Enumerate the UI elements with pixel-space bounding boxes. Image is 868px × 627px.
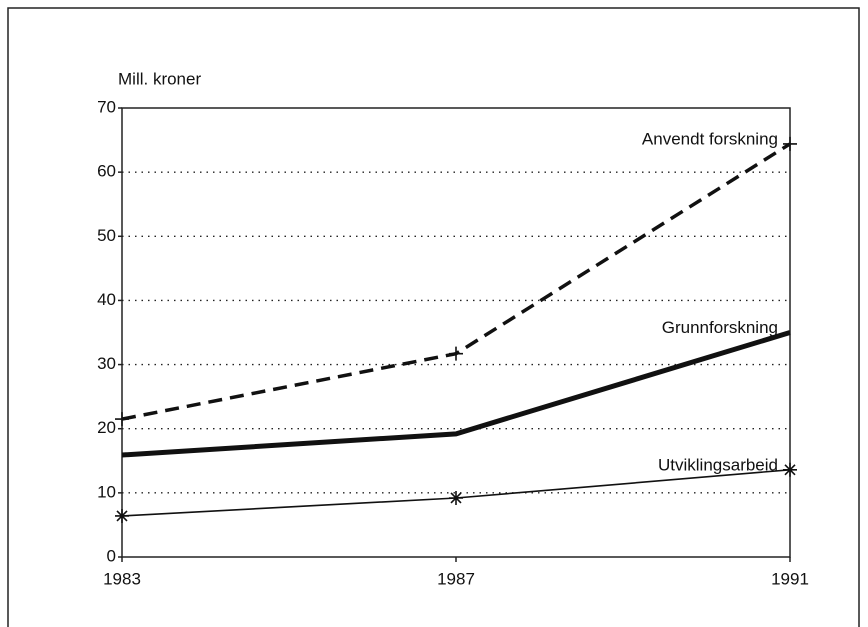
- point-marker: [449, 490, 463, 505]
- y-tick-label: 60: [97, 162, 116, 181]
- y-tick-label: 20: [97, 418, 116, 437]
- series-line: [121, 142, 791, 421]
- x-tick-label: 1987: [437, 569, 475, 588]
- y-tick-label: 10: [97, 482, 116, 501]
- y-tick-label: 0: [107, 546, 116, 565]
- y-tick-label: 30: [97, 354, 116, 373]
- series-label: Grunnforskning: [662, 318, 778, 337]
- series-label: Anvendt forskning: [642, 129, 778, 148]
- point-marker: [783, 462, 797, 477]
- outer-frame: [7, 7, 860, 627]
- series-label: Utviklingsarbeid: [658, 455, 778, 474]
- point-marker: [115, 412, 129, 427]
- x-tick-label: 1991: [771, 569, 809, 588]
- y-tick-label: 50: [97, 226, 116, 245]
- y-tick-label: 40: [97, 290, 116, 309]
- series-line: [121, 330, 791, 458]
- point-marker: [115, 508, 129, 523]
- y-axis-label: Mill. kroner: [118, 69, 201, 88]
- point-marker: [783, 136, 797, 151]
- y-tick-label: 70: [97, 97, 116, 116]
- x-tick-label: 1983: [103, 569, 141, 588]
- point-marker: [449, 346, 463, 361]
